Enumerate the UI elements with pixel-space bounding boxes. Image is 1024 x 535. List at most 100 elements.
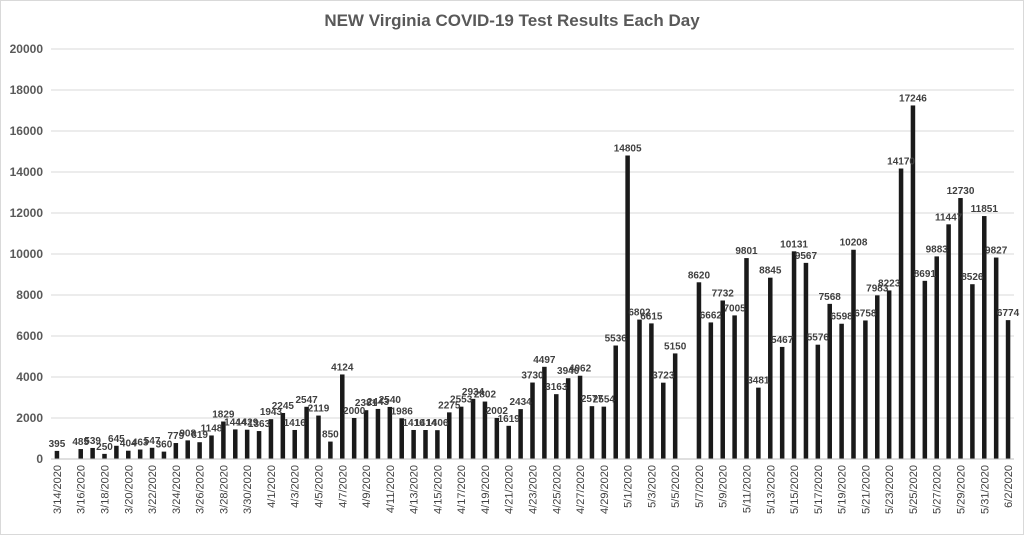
data-label: 1619	[498, 414, 521, 425]
chart-title: NEW Virginia COVID-19 Test Results Each …	[324, 11, 700, 30]
x-tick-label: 4/17/2020	[456, 465, 468, 514]
data-label: 8845	[759, 266, 782, 277]
bar	[316, 415, 321, 459]
bar	[268, 419, 274, 459]
x-tick-label: 3/30/2020	[242, 465, 254, 514]
x-tick-label: 4/11/2020	[385, 465, 397, 513]
data-label: 6598	[830, 312, 853, 323]
bar	[756, 387, 761, 459]
data-label: 11851	[971, 204, 999, 215]
bar	[542, 366, 547, 459]
data-label: 547	[144, 436, 161, 447]
x-tick-label: 4/1/2020	[266, 465, 278, 508]
data-label: 9883	[926, 244, 949, 255]
data-label: 11447	[935, 212, 963, 223]
bar	[78, 449, 83, 459]
data-label: 8691	[914, 269, 937, 280]
bar	[447, 412, 452, 459]
data-label: 1943	[260, 407, 283, 418]
x-tick-label: 5/3/2020	[646, 465, 658, 508]
data-label: 1429	[236, 418, 259, 429]
bar	[958, 198, 963, 459]
bar	[1005, 320, 1011, 459]
data-label: 1986	[391, 406, 414, 417]
y-tick-label: 8000	[16, 288, 43, 302]
bar	[197, 442, 202, 459]
bar	[149, 447, 155, 459]
bar	[423, 430, 428, 459]
data-label: 1414	[414, 418, 437, 429]
bar	[280, 412, 286, 459]
x-tick-label: 5/25/2020	[908, 465, 920, 514]
data-label: 1148	[201, 423, 223, 434]
data-label: 4062	[569, 364, 592, 375]
x-tick-label: 5/11/2020	[742, 465, 754, 513]
data-labels: 395 4855392506454044635473607799088191148…	[49, 93, 1020, 452]
x-tick-label: 4/15/2020	[432, 465, 444, 514]
data-label: 779	[167, 431, 184, 442]
bar	[922, 280, 928, 459]
bar	[328, 441, 333, 459]
bar	[494, 417, 500, 459]
bar	[946, 224, 951, 459]
data-label: 7732	[712, 288, 735, 299]
bar	[54, 450, 60, 459]
x-tick-label: 5/23/2020	[884, 465, 896, 514]
bar	[649, 323, 654, 459]
bar	[577, 375, 583, 459]
data-label: 250	[96, 442, 113, 453]
bars	[54, 105, 1011, 459]
bar	[244, 429, 250, 459]
bar	[233, 429, 238, 459]
bar	[256, 431, 262, 459]
data-label: 9567	[795, 251, 818, 262]
data-label: 485	[72, 437, 89, 448]
y-tick-label: 20000	[10, 42, 44, 56]
bar	[470, 398, 476, 459]
data-label: 5576	[807, 333, 830, 344]
bar	[779, 346, 785, 459]
bar	[791, 251, 797, 459]
data-label: 6774	[997, 308, 1020, 319]
bar	[435, 430, 440, 459]
bar	[732, 315, 737, 459]
x-tick-label: 6/2/2020	[1003, 465, 1015, 508]
data-label: 3730	[521, 371, 544, 382]
x-axis-ticks: 3/14/2020 3/16/2020 3/18/2020 3/20/2020 3/22…	[51, 458, 1015, 514]
bar	[304, 406, 309, 459]
bar	[851, 249, 856, 459]
data-label: 8620	[688, 270, 711, 281]
x-tick-label: 4/3/2020	[290, 465, 302, 508]
data-label: 5150	[664, 341, 687, 352]
data-label: 8223	[878, 278, 901, 289]
y-axis-ticks: 0 2000 4000 6000 8000 10000 12000 14000 16000 180…	[10, 42, 44, 466]
data-label: 12730	[947, 186, 975, 197]
data-label: 4497	[533, 355, 556, 366]
bar	[744, 258, 749, 459]
y-tick-label: 16000	[10, 124, 44, 138]
data-label: 2554	[593, 395, 616, 406]
y-tick-label: 14000	[10, 165, 44, 179]
x-tick-label: 3/20/2020	[123, 465, 135, 514]
bar	[114, 445, 119, 459]
data-label: 819	[191, 430, 208, 441]
x-tick-label: 5/31/2020	[979, 465, 991, 514]
x-tick-label: 5/13/2020	[765, 465, 777, 514]
data-label: 3481	[747, 376, 770, 387]
bar	[292, 429, 297, 459]
data-label: 2934	[462, 387, 485, 398]
bar	[875, 295, 880, 459]
data-label: 1444	[224, 417, 247, 428]
x-tick-label: 4/23/2020	[528, 465, 540, 514]
y-tick-label: 12000	[10, 206, 44, 220]
y-tick-label: 0	[36, 452, 43, 466]
x-tick-label: 3/16/2020	[76, 465, 88, 514]
bar	[554, 394, 559, 459]
y-tick-label: 2000	[16, 411, 43, 425]
x-tick-label: 5/19/2020	[837, 465, 849, 514]
bar	[672, 353, 678, 459]
data-label: 5467	[771, 335, 794, 346]
bar	[482, 401, 488, 459]
bar	[161, 451, 167, 459]
